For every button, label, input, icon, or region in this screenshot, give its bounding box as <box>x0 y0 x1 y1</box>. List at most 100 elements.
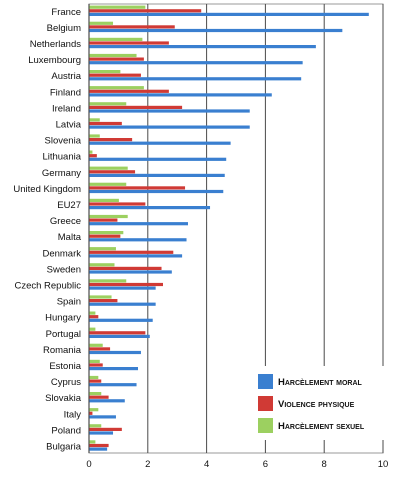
bar-harc-lement-sexuel-malta <box>89 231 124 235</box>
bar-violence-physique-france <box>89 9 202 13</box>
x-tick-label: 8 <box>322 459 327 470</box>
bar-violence-physique-ireland <box>89 105 183 109</box>
category-label: Cyprus <box>51 377 81 388</box>
bar-harc-lement-moral-bulgaria <box>89 447 108 451</box>
bar-harc-lement-moral-slovakia <box>89 399 125 403</box>
bar-harc-lement-moral-estonia <box>89 367 139 371</box>
bar-violence-physique-eu27 <box>89 202 146 206</box>
bar-harc-lement-sexuel-germany <box>89 166 128 170</box>
bar-harc-lement-sexuel-ireland <box>89 102 127 106</box>
bar-harc-lement-sexuel-netherlands <box>89 37 143 41</box>
bar-harc-lement-moral-netherlands <box>89 45 316 49</box>
bar-harc-lement-sexuel-romania <box>89 343 103 347</box>
category-label: Portugal <box>46 329 81 340</box>
bar-harc-lement-sexuel-finland <box>89 86 144 90</box>
bar-violence-physique-latvia <box>89 121 122 126</box>
category-label: Belgium <box>47 23 81 34</box>
category-label: Romania <box>43 345 82 356</box>
category-label: Poland <box>51 425 81 436</box>
bar-violence-physique-spain <box>89 299 118 303</box>
bar-harc-lement-moral-latvia <box>89 125 250 129</box>
bar-harc-lement-sexuel-italy <box>89 408 99 412</box>
bar-harc-lement-moral-greece <box>89 222 188 226</box>
bar-harc-lement-moral-belgium <box>89 28 343 33</box>
legend-swatch <box>258 396 273 411</box>
category-label: Luxembourg <box>28 55 81 66</box>
bar-violence-physique-bulgaria <box>89 443 109 448</box>
bar-harc-lement-sexuel-latvia <box>89 118 100 122</box>
category-label: Denmark <box>42 248 81 259</box>
bar-harc-lement-moral-denmark <box>89 254 183 258</box>
x-tick-label: 6 <box>263 459 268 470</box>
bar-violence-physique-slovenia <box>89 138 133 142</box>
category-label: France <box>51 7 81 18</box>
legend-swatch <box>258 374 273 389</box>
category-label: Slovakia <box>45 393 82 404</box>
bar-violence-physique-netherlands <box>89 41 169 45</box>
bar-harc-lement-moral-malta <box>89 238 187 242</box>
bar-harc-lement-sexuel-austria <box>89 70 121 74</box>
legend-box <box>252 366 386 440</box>
bar-violence-physique-denmark <box>89 250 174 254</box>
bar-harc-lement-sexuel-bulgaria <box>89 440 96 444</box>
bar-violence-physique-poland <box>89 427 122 431</box>
bar-harc-lement-moral-spain <box>89 302 156 306</box>
bar-harc-lement-sexuel-estonia <box>89 359 100 363</box>
bar-harc-lement-sexuel-slovenia <box>89 134 100 138</box>
bar-harc-lement-sexuel-slovakia <box>89 392 102 396</box>
bar-harc-lement-sexuel-cyprus <box>89 375 99 380</box>
category-label: Italy <box>64 409 82 420</box>
bar-harc-lement-moral-lithuania <box>89 157 227 161</box>
bar-harc-lement-moral-luxembourg <box>89 61 303 65</box>
bar-harc-lement-moral-hungary <box>89 318 153 322</box>
category-label: Finland <box>50 87 81 98</box>
bar-violence-physique-czech-republic <box>89 282 163 287</box>
legend-label: Harcèlement sexuel <box>278 421 365 432</box>
bar-harc-lement-sexuel-spain <box>89 295 112 299</box>
bar-harc-lement-sexuel-eu27 <box>89 198 119 202</box>
bar-violence-physique-greece <box>89 218 118 222</box>
legend-swatch <box>258 418 273 433</box>
bar-harc-lement-sexuel-czech-republic <box>89 279 127 283</box>
bar-harc-lement-moral-italy <box>89 415 116 419</box>
category-label: Austria <box>51 71 81 82</box>
category-label: Greece <box>50 216 81 227</box>
category-label: Spain <box>57 297 81 308</box>
bar-violence-physique-lithuania <box>89 154 97 158</box>
category-label: Bulgaria <box>46 442 82 453</box>
bar-harc-lement-moral-slovenia <box>89 141 231 145</box>
category-label: Ireland <box>52 103 81 114</box>
bar-harc-lement-moral-france <box>89 12 369 16</box>
bar-harc-lement-sexuel-united-kingdom <box>89 182 127 186</box>
bar-violence-physique-belgium <box>89 25 175 29</box>
category-label: Hungary <box>45 313 81 324</box>
bar-harc-lement-moral-eu27 <box>89 206 211 210</box>
bar-violence-physique-luxembourg <box>89 57 144 61</box>
bar-harc-lement-sexuel-denmark <box>89 247 116 251</box>
x-tick-label: 0 <box>86 459 91 470</box>
bar-harc-lement-sexuel-lithuania <box>89 150 93 154</box>
bar-harc-lement-moral-czech-republic <box>89 286 156 290</box>
bar-violence-physique-sweden <box>89 266 162 270</box>
category-label: Czech Republic <box>14 281 81 292</box>
category-label: Latvia <box>56 120 82 131</box>
bar-harc-lement-moral-portugal <box>89 334 150 338</box>
x-tick-label: 2 <box>145 459 150 470</box>
bar-harc-lement-moral-sweden <box>89 270 172 274</box>
category-label: Netherlands <box>30 39 81 50</box>
bar-harc-lement-sexuel-sweden <box>89 263 115 267</box>
bar-harc-lement-moral-ireland <box>89 109 250 113</box>
bar-harc-lement-sexuel-france <box>89 5 146 9</box>
bar-violence-physique-finland <box>89 89 169 93</box>
bar-harc-lement-sexuel-poland <box>89 424 102 428</box>
bar-harc-lement-moral-poland <box>89 431 114 435</box>
bar-violence-physique-austria <box>89 73 141 77</box>
category-label: Slovenia <box>45 136 82 147</box>
legend-label: Harcèlement moral <box>278 377 362 388</box>
category-label: Germany <box>42 168 81 179</box>
bar-violence-physique-italy <box>89 411 93 415</box>
bar-harc-lement-sexuel-hungary <box>89 311 96 315</box>
bar-violence-physique-portugal <box>89 331 146 335</box>
